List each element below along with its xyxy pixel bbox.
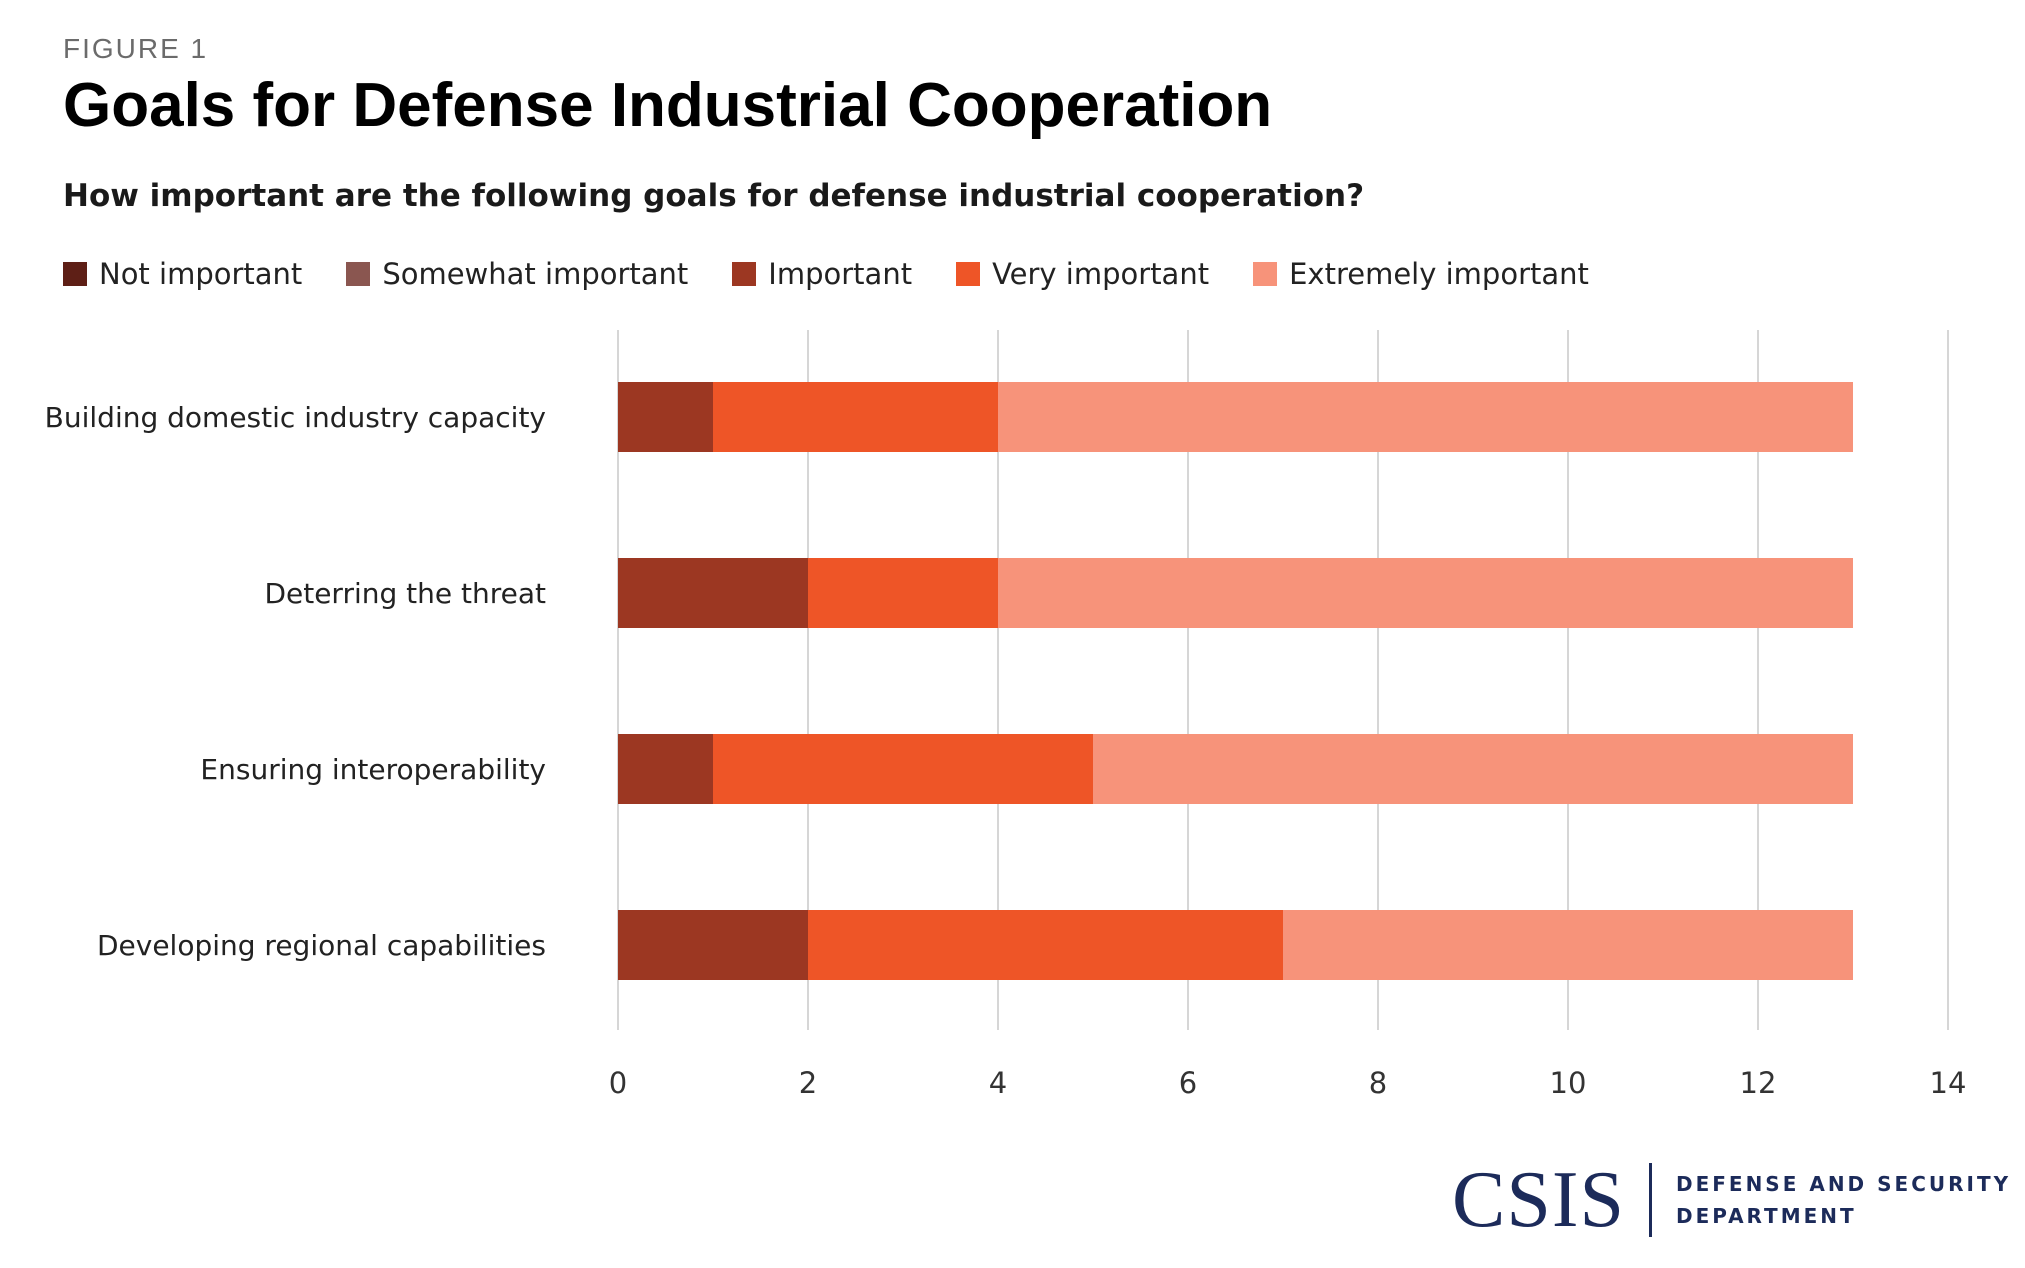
category-label-deterring-the-threat: Deterring the threat xyxy=(264,577,546,610)
legend-label-somewhat-important: Somewhat important xyxy=(382,257,689,291)
bar-ensuring-interoperability-extremely-important xyxy=(1093,734,1853,804)
bar-deterring-the-threat-very-important xyxy=(808,558,998,628)
category-label-developing-regional-capabilities: Developing regional capabilities xyxy=(97,929,546,962)
bar-developing-regional-capabilities-extremely-important xyxy=(1283,910,1853,980)
logo-mark: CSIS xyxy=(1452,1156,1625,1244)
figure-label: FIGURE 1 xyxy=(63,33,209,64)
bar-building-domestic-industry-capacity-extremely-important xyxy=(998,382,1853,452)
legend-label-important: Important xyxy=(768,257,913,291)
x-tick-label-10: 10 xyxy=(1550,1066,1587,1100)
logo-dept-line2: DEPARTMENT xyxy=(1675,1204,1857,1228)
x-tick-label-6: 6 xyxy=(1179,1066,1197,1100)
stacked-bar-chart: 0 2 4 6 8 10 12 14 Building domestic industry ca… xyxy=(45,330,1967,1100)
bar-ensuring-interoperability-very-important xyxy=(713,734,1093,804)
x-tick-label-12: 12 xyxy=(1740,1066,1777,1100)
category-label-ensuring-interoperability: Ensuring interoperability xyxy=(200,753,546,786)
x-tick-label-14: 14 xyxy=(1930,1066,1967,1100)
legend-item-very-important: Very important xyxy=(956,257,1209,291)
legend-swatch-extremely-important xyxy=(1253,262,1278,286)
bar-deterring-the-threat-extremely-important xyxy=(998,558,1853,628)
legend-swatch-somewhat-important xyxy=(346,262,371,286)
legend-item-extremely-important: Extremely important xyxy=(1253,257,1589,291)
chart-title: Goals for Defense Industrial Cooperation xyxy=(63,71,1273,140)
legend-label-very-important: Very important xyxy=(992,257,1210,291)
legend-label-not-important: Not important xyxy=(99,257,303,291)
legend-swatch-important xyxy=(732,262,757,286)
bar-building-domestic-industry-capacity-important xyxy=(618,382,713,452)
legend-swatch-very-important xyxy=(956,262,981,286)
legend-item-somewhat-important: Somewhat important xyxy=(346,257,688,291)
legend-label-extremely-important: Extremely important xyxy=(1289,257,1589,291)
logo-dept-line1: DEFENSE AND SECURITY xyxy=(1675,1172,2012,1196)
legend-item-important: Important xyxy=(732,257,912,291)
legend-swatch-not-important xyxy=(63,262,87,286)
x-tick-label-0: 0 xyxy=(609,1066,627,1100)
bar-deterring-the-threat-important xyxy=(618,558,808,628)
bar-building-domestic-industry-capacity-very-important xyxy=(713,382,998,452)
bar-developing-regional-capabilities-very-important xyxy=(808,910,1283,980)
legend-item-not-important: Not important xyxy=(63,257,302,291)
chart-subtitle: How important are the following goals fo… xyxy=(63,178,1365,214)
logo-divider xyxy=(1648,1163,1652,1237)
x-tick-label-8: 8 xyxy=(1369,1066,1387,1100)
x-tick-label-2: 2 xyxy=(799,1066,817,1100)
bar-ensuring-interoperability-important xyxy=(618,734,713,804)
csis-logo: CSIS DEFENSE AND SECURITY DEPARTMENT xyxy=(1452,1160,2011,1240)
x-tick-label-4: 4 xyxy=(989,1066,1007,1100)
bar-developing-regional-capabilities-important xyxy=(618,910,808,980)
category-label-building-domestic-industry-capacity: Building domestic industry capacity xyxy=(45,401,546,434)
legend: Not important Somewhat important Important… xyxy=(63,257,1633,291)
